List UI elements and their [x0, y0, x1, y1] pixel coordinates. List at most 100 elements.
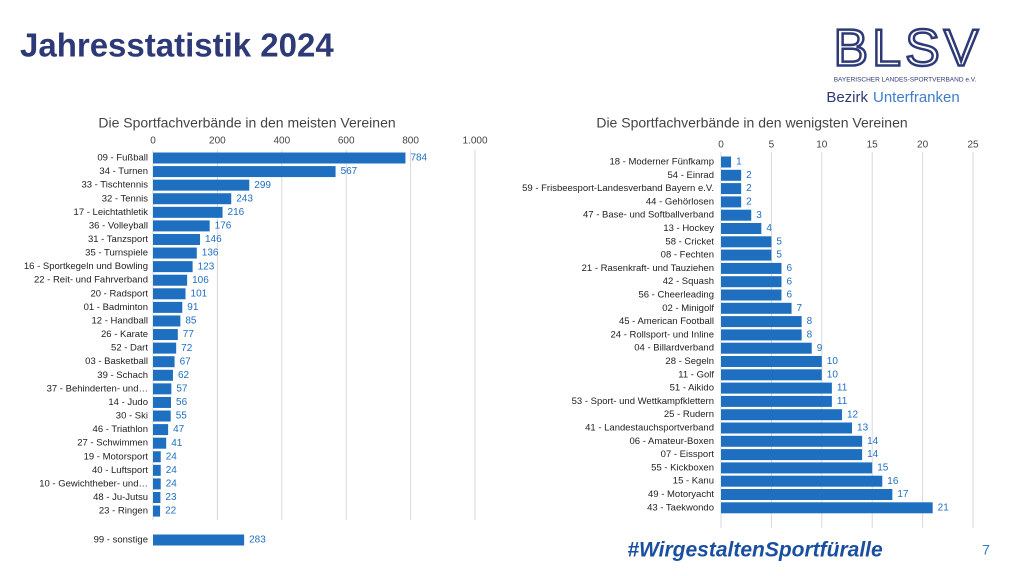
page-number: 7 — [982, 542, 990, 558]
logo-text: BLSV — [834, 20, 983, 78]
category-label: 22 - Reit- und Fahrverband — [34, 275, 148, 286]
bar — [153, 492, 161, 503]
category-label: 35 - Turnspiele — [85, 248, 148, 259]
bar — [153, 534, 245, 546]
bar — [153, 369, 173, 381]
bar — [153, 315, 181, 327]
x-tick-label: 1.000 — [462, 136, 487, 147]
bar — [721, 342, 812, 354]
category-label: 34 - Turnen — [99, 166, 148, 177]
category-label: 33 - Tischtennis — [81, 180, 148, 191]
x-tick-label: 15 — [867, 140, 879, 151]
x-tick-label: 25 — [967, 140, 979, 151]
bar — [153, 424, 169, 436]
value-label: 10 — [827, 356, 839, 367]
category-label: 43 - Taekwondo — [647, 502, 714, 513]
bar — [153, 342, 177, 354]
value-label: 101 — [191, 288, 208, 299]
value-label: 8 — [807, 330, 813, 341]
category-label: 24 - Rollsport- und Inline — [611, 329, 715, 340]
category-label: 40 - Luftsport — [92, 465, 148, 476]
value-label: 7 — [797, 303, 803, 314]
category-label: 56 - Cheerleading — [638, 290, 714, 301]
bar — [721, 209, 752, 221]
bar — [721, 196, 742, 208]
bar — [721, 502, 933, 514]
bar — [153, 437, 167, 449]
bar — [721, 156, 732, 168]
value-label: 123 — [198, 261, 215, 272]
category-label: 32 - Tennis — [102, 193, 149, 204]
category-label: 27 - Schwimmen — [77, 438, 148, 449]
category-label: 41 - Landestauchsportverband — [585, 423, 714, 434]
x-tick-label: 800 — [402, 136, 419, 147]
bar — [153, 396, 172, 408]
category-label: 20 - Radsport — [90, 288, 148, 299]
value-label: 62 — [178, 370, 190, 381]
category-label: 51 - Aikido — [670, 383, 714, 394]
category-label: 23 - Ringen — [99, 506, 148, 517]
value-label: 23 — [165, 492, 177, 503]
value-label: 21 — [938, 502, 950, 513]
region: Unterfranken — [873, 89, 960, 106]
category-label: 12 - Handball — [91, 315, 148, 326]
value-label: 41 — [171, 438, 183, 449]
bar — [153, 329, 178, 341]
bar — [721, 489, 893, 500]
bar — [153, 383, 172, 395]
bar — [721, 329, 802, 341]
value-label: 3 — [756, 210, 762, 221]
value-label: 9 — [817, 343, 823, 354]
value-label: 2 — [746, 170, 752, 181]
value-label: 5 — [776, 250, 782, 261]
bar — [721, 382, 832, 394]
category-label: 08 - Fechten — [661, 250, 714, 261]
value-label: 2 — [746, 183, 752, 194]
category-label: 53 - Sport- und Wettkampfklettern — [572, 396, 714, 407]
value-label: 283 — [249, 535, 266, 546]
category-label: 15 - Kanu — [673, 476, 714, 487]
bar — [721, 249, 772, 261]
category-label: 25 - Rudern — [664, 409, 714, 420]
x-tick-label: 200 — [209, 136, 226, 147]
value-label: 77 — [183, 329, 195, 340]
category-label: 01 - Badminton — [84, 302, 148, 313]
value-label: 216 — [228, 207, 245, 218]
bar — [153, 410, 171, 422]
value-label: 24 — [166, 451, 178, 462]
category-label: 46 - Triathlon — [93, 424, 148, 435]
value-label: 136 — [202, 248, 219, 259]
value-label: 8 — [807, 316, 813, 327]
x-tick-label: 5 — [769, 140, 775, 151]
bar — [153, 166, 336, 178]
value-label: 1 — [736, 157, 742, 168]
value-label: 47 — [173, 424, 185, 435]
chart-title: Die Sportfachverbände in den wenigsten V… — [596, 115, 907, 131]
category-label: 47 - Base- und Softballverband — [583, 210, 714, 221]
bar — [153, 152, 406, 164]
chart-title: Die Sportfachverbände in den meisten Ver… — [98, 115, 395, 131]
category-label: 49 - Motoryacht — [648, 489, 714, 500]
value-label: 57 — [176, 384, 188, 395]
value-label: 17 — [897, 489, 909, 500]
category-label: 11 - Golf — [678, 369, 714, 380]
value-label: 14 — [867, 449, 879, 460]
x-tick-label: 0 — [718, 140, 724, 151]
bar — [153, 356, 175, 368]
category-label: 48 - Ju-Jutsu — [93, 492, 148, 503]
bar — [721, 422, 853, 434]
bar — [721, 462, 873, 474]
bar — [721, 475, 883, 487]
value-label: 6 — [786, 290, 792, 301]
category-label: 39 - Schach — [97, 370, 148, 381]
bar — [153, 478, 161, 490]
category-label: 07 - Eissport — [661, 449, 715, 460]
category-label: 36 - Volleyball — [89, 220, 148, 231]
category-label: 21 - Rasenkraft- und Tauziehen — [582, 263, 714, 274]
bar — [721, 223, 762, 234]
value-label: 5 — [776, 236, 782, 247]
category-label: 02 - Minigolf — [662, 303, 714, 314]
value-label: 91 — [187, 302, 199, 313]
value-label: 56 — [176, 397, 188, 408]
value-label: 15 — [877, 463, 889, 474]
